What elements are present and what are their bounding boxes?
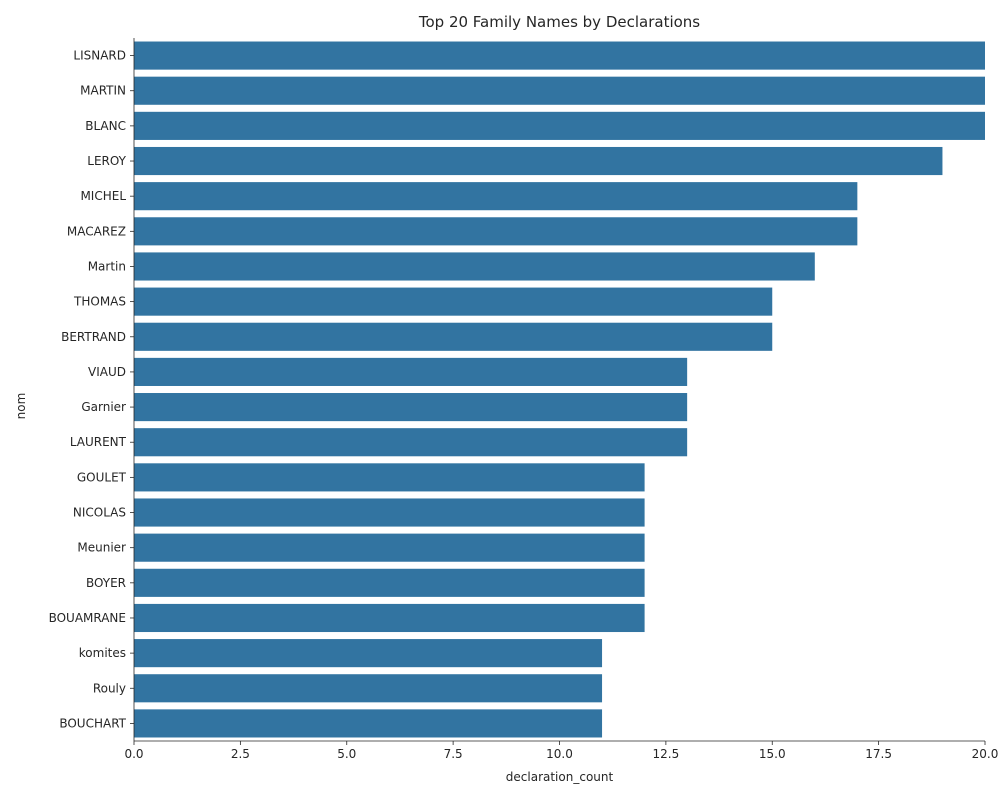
- y-tick-label: THOMAS: [73, 295, 126, 309]
- x-tick-label: 17.5: [865, 747, 892, 761]
- y-tick-label: Garnier: [81, 400, 126, 414]
- bar: [134, 217, 858, 246]
- bar: [134, 709, 603, 738]
- x-tick-label: 0.0: [124, 747, 143, 761]
- bars-group: [134, 41, 985, 738]
- y-tick-label: LISNARD: [73, 49, 126, 63]
- bar: [134, 146, 943, 176]
- x-axis-ticks: 0.0 2.5 5.0 7.5 10.0 12.5 15.0 17.5 20.0: [124, 741, 998, 761]
- y-tick-label: MACAREZ: [67, 224, 126, 238]
- y-tick-label: Rouly: [93, 681, 126, 695]
- y-tick-label: BOUAMRANE: [49, 611, 126, 625]
- bar: [134, 357, 688, 386]
- bar: [134, 252, 815, 281]
- bar: [134, 182, 858, 211]
- y-tick-label: MICHEL: [80, 189, 126, 203]
- y-axis-ticks: LISNARD MARTIN BLANC LEROY MICHEL MACAREZ Mart…: [49, 49, 134, 730]
- bar: [134, 603, 645, 633]
- y-tick-label: BOYER: [86, 576, 126, 590]
- bar: [134, 568, 645, 597]
- y-tick-label: Meunier: [77, 541, 126, 555]
- bar: [134, 76, 985, 105]
- x-tick-label: 10.0: [546, 747, 573, 761]
- bar: [134, 322, 773, 351]
- x-tick-label: 15.0: [759, 747, 786, 761]
- x-tick-label: 20.0: [972, 747, 999, 761]
- x-tick-label: 2.5: [231, 747, 250, 761]
- x-tick-label: 12.5: [653, 747, 680, 761]
- bar: [134, 463, 645, 492]
- x-tick-label: 7.5: [444, 747, 463, 761]
- bar: [134, 393, 688, 422]
- y-tick-label: Martin: [88, 259, 126, 273]
- bar: [134, 674, 603, 703]
- y-tick-label: MARTIN: [80, 84, 126, 98]
- bar: [134, 287, 773, 316]
- y-tick-label: BOUCHART: [59, 716, 126, 730]
- y-tick-label: NICOLAS: [73, 506, 126, 520]
- bar: [134, 533, 645, 562]
- x-tick-label: 5.0: [337, 747, 356, 761]
- y-tick-label: GOULET: [77, 470, 127, 484]
- y-axis-label: nom: [14, 393, 28, 420]
- y-tick-label: LAURENT: [70, 435, 127, 449]
- y-tick-label: VIAUD: [88, 365, 126, 379]
- y-tick-label: komites: [79, 646, 126, 660]
- x-axis-label: declaration_count: [506, 770, 614, 784]
- bar: [134, 428, 688, 457]
- bar: [134, 111, 985, 140]
- y-tick-label: BLANC: [85, 119, 126, 133]
- bar: [134, 498, 645, 527]
- chart-title: Top 20 Family Names by Declarations: [418, 13, 700, 31]
- bar: [134, 41, 985, 70]
- bar: [134, 639, 603, 668]
- y-tick-label: BERTRAND: [61, 330, 126, 344]
- y-tick-label: LEROY: [87, 154, 126, 168]
